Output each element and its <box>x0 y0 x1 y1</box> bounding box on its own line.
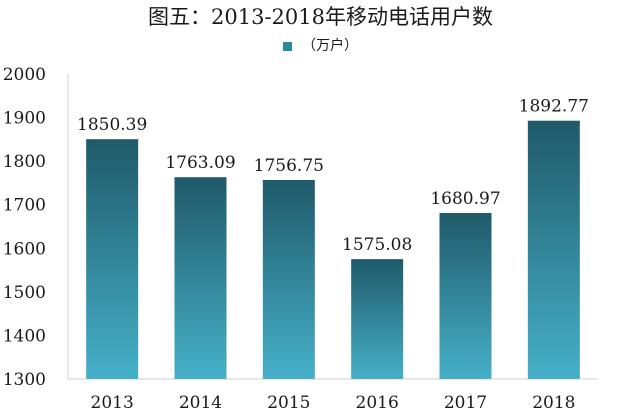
x-tick-label: 2015 <box>267 393 310 413</box>
data-label: 1892.77 <box>519 97 589 117</box>
bar <box>527 120 580 379</box>
bar <box>174 177 227 379</box>
bars <box>86 120 580 379</box>
data-label: 1680.97 <box>430 189 500 209</box>
x-tick-label: 2018 <box>532 393 575 413</box>
labels: 2013 1850.39 2014 1763.09 2015 1756.75 2016 157… <box>77 97 589 413</box>
data-label: 1763.09 <box>165 153 235 173</box>
chart-title: 图五：2013-2018年移动电话用户数 <box>148 5 493 29</box>
y-tick-label: 2000 <box>3 65 46 85</box>
legend-label: （万户） <box>302 38 358 54</box>
y-tick-label: 1900 <box>3 109 46 129</box>
y-tick-label: 1700 <box>3 196 46 216</box>
y-tick-label: 1800 <box>3 152 46 172</box>
x-tick-label: 2013 <box>91 393 134 413</box>
legend: （万户） <box>0 37 641 55</box>
y-tick-label: 1400 <box>3 326 46 346</box>
data-label: 1850.39 <box>77 115 147 135</box>
x-tick-label: 2017 <box>444 393 487 413</box>
bar <box>351 259 404 379</box>
x-tick-label: 2016 <box>356 393 399 413</box>
y-tick-label: 1500 <box>3 283 46 303</box>
bar <box>439 213 492 379</box>
y-tick-label: 1300 <box>3 370 46 390</box>
axes: 1300 1400 1500 1600 1700 1800 1900 2000 <box>3 65 598 390</box>
legend-swatch <box>283 41 292 51</box>
x-tick-label: 2014 <box>179 393 222 413</box>
data-label: 1756.75 <box>254 156 324 176</box>
y-tick-label: 1600 <box>3 239 46 259</box>
data-label: 1575.08 <box>342 235 412 255</box>
bar <box>262 179 315 379</box>
bar <box>86 139 139 379</box>
